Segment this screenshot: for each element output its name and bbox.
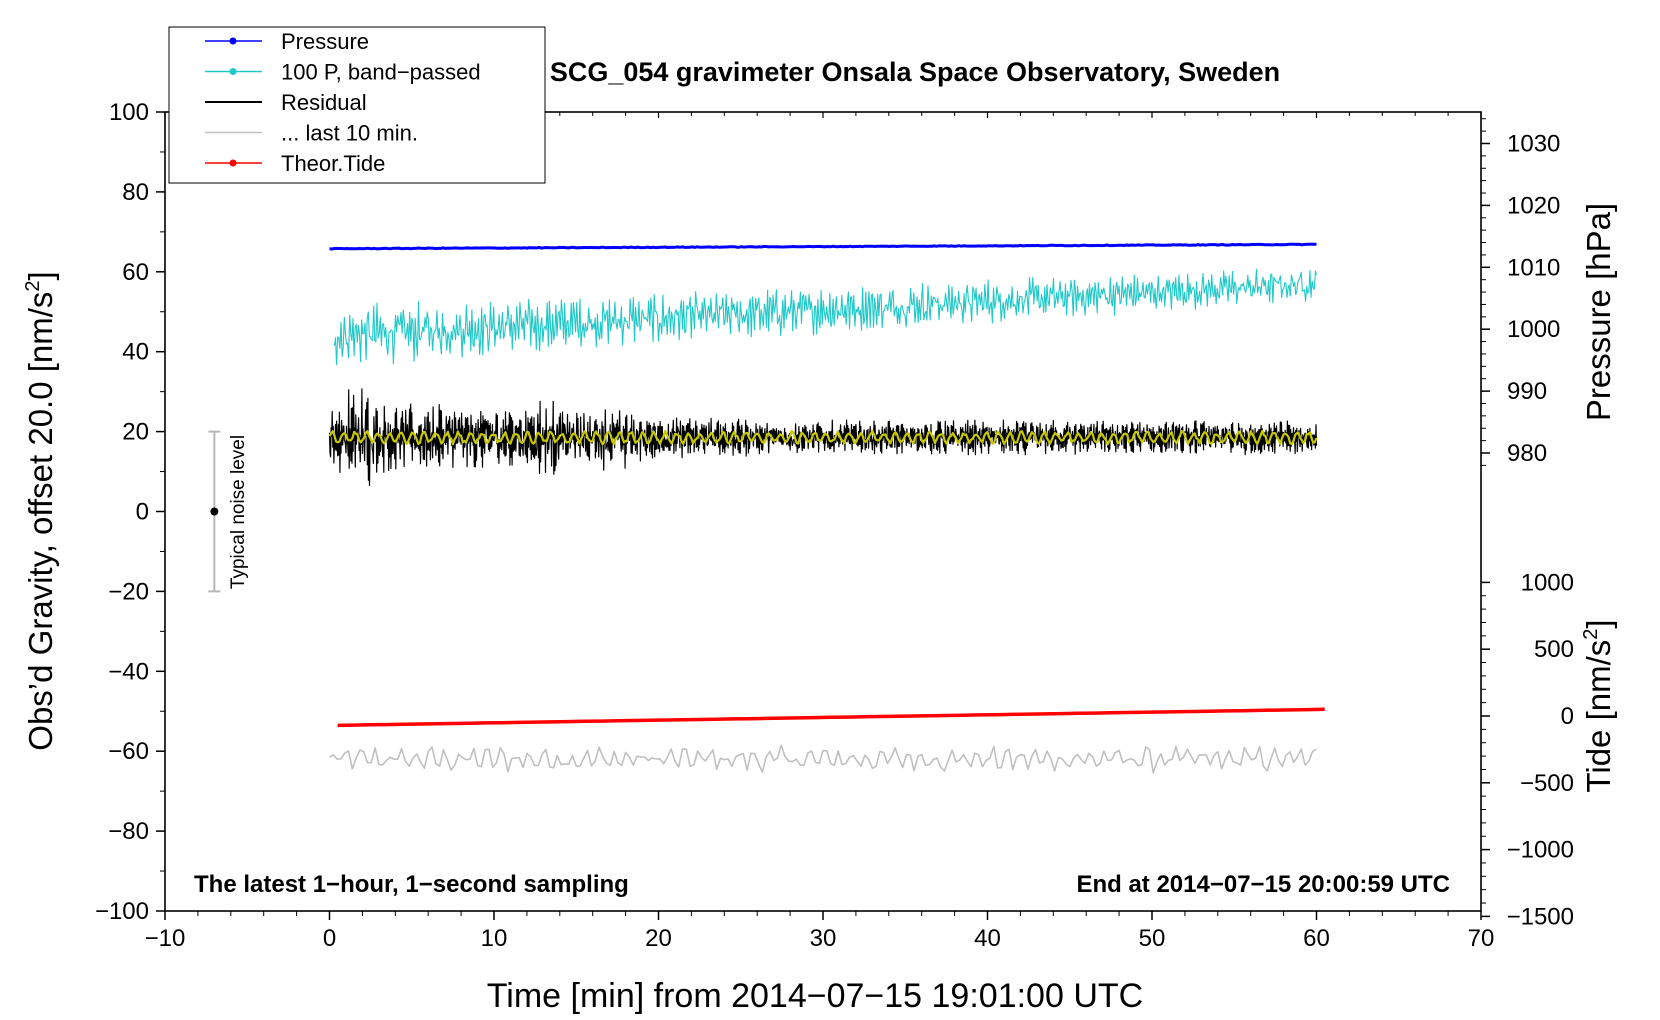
annotation-end-time: End at 2014−07−15 20:00:59 UTC: [1076, 871, 1450, 898]
y-axis-label-close: ]: [22, 271, 59, 280]
pressure-tick-label: 1010: [1507, 254, 1560, 281]
x-tick-label: 30: [810, 925, 837, 952]
legend-marker: [229, 68, 237, 75]
tide-tick-label: −1500: [1507, 903, 1574, 930]
series-layer: [328, 242, 1325, 774]
tide-axis-label-close: ]: [1580, 619, 1617, 628]
y-tick-label: −100: [95, 898, 149, 925]
plot-frame: [164, 111, 1482, 912]
y-tick-label: 60: [122, 259, 149, 286]
annotation-sampling: The latest 1−hour, 1−second sampling: [194, 871, 629, 898]
pressure-tick-label: 1020: [1507, 192, 1560, 219]
pressure-tick-label: 990: [1507, 378, 1547, 405]
series-band-passed: [333, 268, 1318, 366]
x-axis-label: Time [min] from 2014−07−15 19:01:00 UTC: [487, 977, 1143, 1015]
series-residual: [328, 388, 1318, 487]
y-tick-label: −40: [108, 658, 149, 685]
y-tick-label: 100: [109, 99, 149, 126]
legend-marker: [229, 159, 237, 167]
y-axis-label-sup: 2: [22, 280, 44, 291]
noise-level-label: Typical noise level: [228, 435, 249, 589]
legend-label: Theor.Tide: [281, 151, 385, 176]
tide-tick-label: 0: [1561, 703, 1574, 730]
tide-axis-label-sup: 2: [1580, 629, 1602, 640]
y-tick-label: 80: [122, 179, 149, 206]
x-tick-label: 10: [481, 925, 508, 952]
x-tick-label: 50: [1139, 925, 1166, 952]
legend-entries: Pressure 100 P, band−passed Residual ... la…: [205, 29, 481, 176]
series-theor-tide: [337, 707, 1325, 728]
legend: Pressure 100 P, band−passed Residual ... la…: [168, 26, 546, 184]
legend-label: Pressure: [281, 29, 369, 54]
pressure-tick-label: 1000: [1507, 316, 1560, 343]
tide-tick-label: −500: [1520, 770, 1574, 797]
pressure-tick-label: 1030: [1507, 131, 1560, 158]
x-tick-label: 20: [645, 925, 672, 952]
y-tick-label: 20: [122, 419, 149, 446]
legend-box: [168, 26, 546, 184]
pressure-tick-label: 980: [1507, 440, 1547, 467]
x-tick-label: 60: [1303, 925, 1330, 952]
y-tick-label: −20: [108, 578, 149, 605]
series-smoothed-residual: [328, 429, 1318, 446]
y-tick-label: −80: [108, 818, 149, 845]
tide-tick-label: −1000: [1507, 837, 1574, 864]
x-tick-label: 40: [974, 925, 1001, 952]
legend-label: Residual: [281, 90, 367, 115]
tide-tick-label: 1000: [1521, 569, 1574, 596]
noise-level-bar: [208, 430, 221, 593]
tide-axis-label-text: Tide [nm/s: [1580, 640, 1617, 793]
x-tick-label: 70: [1468, 925, 1495, 952]
noise-bar-center-dot: [210, 507, 219, 516]
x-tick-label: −10: [145, 925, 186, 952]
x-tick-label: 0: [323, 925, 336, 952]
pressure-axis-label: Pressure [hPa]: [1580, 203, 1617, 421]
legend-label: 100 P, band−passed: [281, 60, 481, 85]
tide-axis-label: Tide [nm/s2]: [1580, 619, 1617, 792]
y-tick-label: −60: [108, 738, 149, 765]
y-tick-label: 40: [122, 339, 149, 366]
tide-tick-label: 500: [1534, 636, 1574, 663]
ticks-layer: −10 0 10 20 30 40 50 60 70100806040200−20−40−60−…: [95, 99, 1574, 952]
legend-label: ... last 10 min.: [281, 121, 418, 146]
y-axis-label-text: Obs’d Gravity, offset 20.0 [nm/s: [22, 292, 59, 751]
y-tick-label: 0: [136, 499, 149, 526]
legend-marker: [229, 37, 237, 45]
series-pressure: [329, 242, 1317, 251]
chart-title: SCG_054 gravimeter Onsala Space Observat…: [550, 57, 1280, 87]
y-axis-label: Obs’d Gravity, offset 20.0 [nm/s2]: [22, 271, 59, 750]
series-last-10-min: [329, 744, 1317, 774]
